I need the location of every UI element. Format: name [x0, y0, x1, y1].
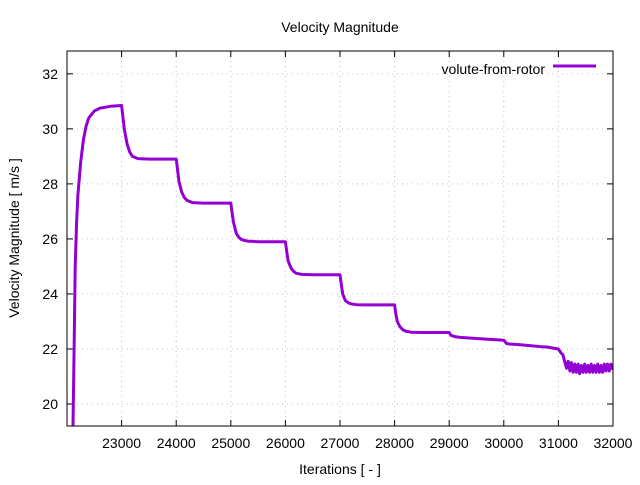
y-tick-label: 24 [42, 286, 58, 302]
x-tick-label: 30000 [484, 435, 523, 451]
x-axis-label: Iterations [ - ] [299, 461, 381, 477]
y-axis-label: Velocity Magnitude [ m/s ] [6, 158, 22, 318]
grid [67, 51, 614, 426]
x-tick-label: 26000 [266, 435, 305, 451]
x-tick-label: 24000 [157, 435, 196, 451]
y-tick-label: 28 [42, 176, 58, 192]
axis-ticks: 23000 24000 25000 26000 27000 28000 29000 30000… [42, 51, 633, 451]
y-tick-label: 30 [42, 121, 58, 137]
series-layer [71, 104, 613, 426]
y-tick-label: 26 [42, 231, 58, 247]
chart-title: Velocity Magnitude [281, 19, 399, 35]
legend: volute-from-rotor [442, 61, 596, 77]
x-tick-label: 27000 [321, 435, 360, 451]
x-tick-label: 32000 [594, 435, 633, 451]
y-tick-label: 22 [42, 341, 58, 357]
legend-label: volute-from-rotor [442, 61, 546, 77]
x-tick-label: 31000 [539, 435, 578, 451]
x-tick-label: 25000 [211, 435, 250, 451]
plot-frame [66, 50, 614, 427]
x-tick-label: 28000 [375, 435, 414, 451]
x-tick-label: 29000 [430, 435, 469, 451]
series-line [71, 104, 613, 426]
x-tick-label: 23000 [102, 435, 141, 451]
y-tick-label: 20 [42, 396, 58, 412]
y-tick-label: 32 [42, 66, 58, 82]
